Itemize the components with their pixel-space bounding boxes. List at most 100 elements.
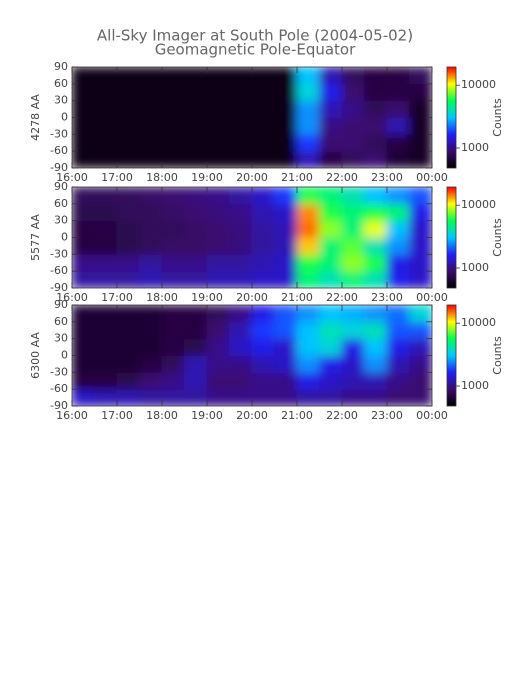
heatmap-cell <box>139 220 163 238</box>
heatmap-cell <box>409 237 432 255</box>
y-tick-label: 0 <box>61 231 68 244</box>
heatmap-cell <box>161 355 185 373</box>
heatmap-cell <box>364 117 388 135</box>
heatmap-cell <box>229 321 253 340</box>
heatmap-cell <box>94 338 118 356</box>
heatmap-cell <box>341 117 365 135</box>
x-tick-label: 17:00 <box>101 291 133 304</box>
heatmap-cells <box>72 187 432 288</box>
x-tick-label: 20:00 <box>236 171 268 184</box>
heatmap-cell <box>251 100 275 118</box>
heatmap-cell <box>94 187 118 205</box>
heatmap-cell <box>386 388 410 406</box>
heatmap-cell <box>206 187 230 205</box>
chart-subtitle: Geomagnetic Pole-Equator <box>155 41 356 59</box>
heatmap-cell <box>296 388 320 406</box>
heatmap-cell <box>409 220 432 238</box>
heatmap-cell <box>251 305 275 323</box>
heatmap-cell <box>251 237 275 255</box>
heatmap-cell <box>229 203 253 222</box>
heatmap-cell <box>251 338 275 356</box>
heatmap-cell <box>206 150 230 168</box>
heatmap-cell <box>94 388 118 406</box>
heatmap-cell <box>94 237 118 255</box>
heatmap-cell <box>184 150 208 168</box>
heatmap-cell <box>139 355 163 373</box>
heatmap-cell <box>319 220 343 238</box>
heatmap-cell <box>206 305 230 323</box>
heatmap-cell <box>251 220 275 238</box>
heatmap-cell <box>364 388 388 406</box>
heatmap-cell <box>72 67 95 85</box>
heatmap-cell <box>139 100 163 118</box>
colorbar-tick-label: 10000 <box>461 316 496 329</box>
heatmap-cell <box>364 371 388 390</box>
heatmap-cell <box>274 237 298 255</box>
heatmap-cell <box>139 237 163 255</box>
heatmap-cell <box>206 321 230 340</box>
heatmap-cell <box>229 117 253 135</box>
heatmap-cell <box>341 100 365 118</box>
heatmap-cell <box>94 321 118 340</box>
heatmap-cell <box>341 270 365 288</box>
heatmap-cell <box>72 270 95 288</box>
heatmap-cell <box>296 100 320 118</box>
heatmap-cell <box>319 237 343 255</box>
heatmap-cell <box>184 305 208 323</box>
heatmap-cell <box>319 338 343 356</box>
heatmap-cell <box>364 150 388 168</box>
y-tick-label: -60 <box>50 144 68 157</box>
colorbar-tick-label: 10000 <box>461 198 496 211</box>
heatmap-cell <box>116 237 140 255</box>
y-tick-label: 30 <box>54 214 68 227</box>
heatmap-cell <box>116 67 140 85</box>
heatmap-cell <box>161 253 185 272</box>
heatmap-cell <box>341 203 365 222</box>
heatmap-cell <box>319 203 343 222</box>
heatmap-cell <box>72 237 95 255</box>
heatmap-cell <box>364 220 388 238</box>
heatmap-cell <box>251 371 275 390</box>
heatmap-cell <box>296 338 320 356</box>
x-tick-label: 23:00 <box>371 291 403 304</box>
heatmap-cell <box>251 321 275 340</box>
y-tick-label: -30 <box>50 365 68 378</box>
heatmap-cell <box>386 305 410 323</box>
colorbar-tick-label: 1000 <box>461 141 489 154</box>
heatmap-cell <box>364 83 388 102</box>
heatmap-cell <box>139 253 163 272</box>
heatmap-cell <box>319 321 343 340</box>
heatmap-cell <box>229 355 253 373</box>
heatmap-cell <box>364 100 388 118</box>
heatmap-cell <box>72 305 95 323</box>
heatmap-cell <box>116 253 140 272</box>
heatmap-cell <box>274 321 298 340</box>
heatmap-cell <box>72 187 95 205</box>
heatmap-cell <box>161 203 185 222</box>
heatmap-cell <box>206 203 230 222</box>
heatmap-cell <box>251 133 275 152</box>
heatmap-cell <box>274 371 298 390</box>
heatmap-cell <box>116 220 140 238</box>
heatmap-cell <box>206 270 230 288</box>
heatmap-cell <box>409 67 432 85</box>
heatmap-cell <box>184 237 208 255</box>
heatmap-cell <box>409 270 432 288</box>
heatmap-cell <box>161 133 185 152</box>
x-tick-label: 22:00 <box>326 291 358 304</box>
heatmap-cell <box>116 305 140 323</box>
heatmap-cell <box>274 203 298 222</box>
heatmap-cell <box>341 187 365 205</box>
heatmap <box>72 67 432 168</box>
heatmap-cell <box>296 83 320 102</box>
heatmap-cell <box>409 150 432 168</box>
heatmap-cell <box>386 133 410 152</box>
heatmap-cell <box>386 338 410 356</box>
heatmap-cell <box>229 338 253 356</box>
heatmap-cell <box>364 133 388 152</box>
heatmap-cell <box>206 117 230 135</box>
heatmap-cell <box>251 83 275 102</box>
heatmap-cell <box>206 253 230 272</box>
heatmap-cell <box>409 117 432 135</box>
